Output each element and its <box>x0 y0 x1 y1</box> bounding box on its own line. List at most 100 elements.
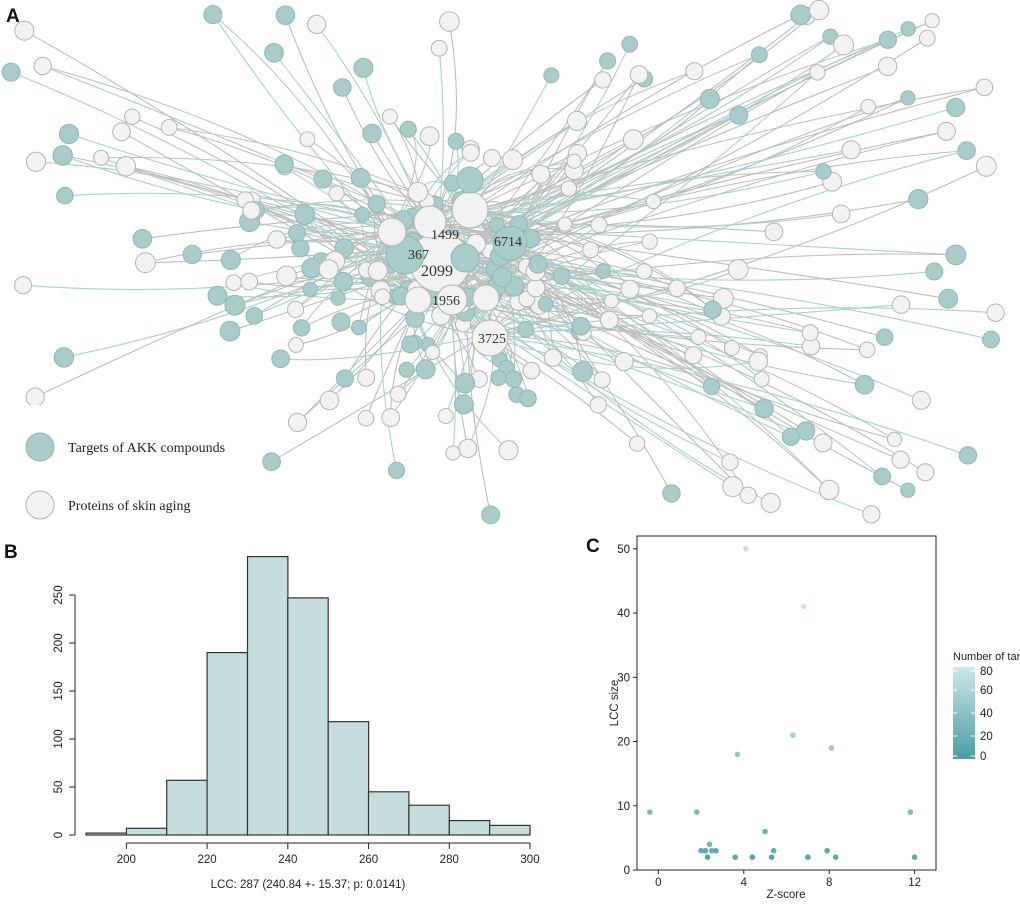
target-node <box>207 285 228 306</box>
scatter-point <box>702 847 709 854</box>
histogram-x-tick-label: 200 <box>117 854 136 866</box>
histogram-bar <box>327 721 370 836</box>
scatter-svg: C 0 4 8 12 0 10 20 30 40 50 Z-score LCC size Numb… <box>586 535 1020 901</box>
protein-node <box>381 108 398 125</box>
network-edge <box>271 334 486 463</box>
histogram-y-tick-label: 50 <box>53 781 65 794</box>
protein-node <box>407 181 429 203</box>
histogram-x-tick-label: 240 <box>278 854 297 866</box>
scatter-x-tick-label: 4 <box>741 877 748 889</box>
target-node <box>274 154 294 174</box>
network-edge <box>469 209 694 356</box>
color-legend-tick-label: 0 <box>980 751 986 763</box>
target-node <box>367 194 386 213</box>
target-node <box>875 328 894 347</box>
scatter-x-tick-label: 0 <box>655 877 661 889</box>
network-edge <box>484 288 631 336</box>
legend-protein-swatch <box>25 490 55 520</box>
protein-node <box>439 11 460 32</box>
target-node <box>815 163 832 180</box>
protein-node <box>891 450 910 469</box>
histogram-axes: 200 220 240 260 280 300 0 50 100 150 200 250 <box>53 585 540 866</box>
protein-node <box>862 505 881 524</box>
protein-node <box>419 126 440 147</box>
hub-node <box>450 243 480 273</box>
protein-node <box>841 140 861 160</box>
scatter-y-tick-label: 0 <box>624 865 630 877</box>
target-node <box>490 369 507 386</box>
scatter-point <box>762 828 768 835</box>
protein-node <box>685 62 704 81</box>
protein-node <box>668 279 686 298</box>
target-node <box>790 4 812 26</box>
protein-node <box>614 352 634 372</box>
protein-node <box>722 476 744 498</box>
network-edge <box>484 307 996 336</box>
scatter-point <box>770 847 777 854</box>
histogram-bar <box>166 779 208 836</box>
target-node <box>52 145 73 166</box>
histogram-x-tick-label: 300 <box>520 854 539 866</box>
protein-node <box>858 341 876 359</box>
target-node <box>291 239 310 258</box>
protein-node <box>590 216 608 234</box>
protein-node <box>645 193 662 210</box>
target-node <box>900 90 916 106</box>
protein-node <box>502 149 524 171</box>
protein-node <box>276 265 297 287</box>
hub-node <box>413 205 447 239</box>
protein-node <box>287 300 305 318</box>
protein-node <box>641 233 658 250</box>
protein-node <box>975 78 994 97</box>
protein-node <box>14 20 35 41</box>
scatter-point <box>907 809 914 815</box>
target-node <box>491 266 513 288</box>
protein-node <box>622 129 644 151</box>
target-node <box>900 21 916 37</box>
target-node <box>729 105 749 125</box>
network-edge <box>68 133 509 241</box>
scatter-y-tick-label: 30 <box>617 672 630 684</box>
histogram-bar <box>489 824 531 836</box>
target-node <box>275 5 296 26</box>
protein-node <box>543 348 563 367</box>
target-node <box>750 46 768 64</box>
protein-node <box>813 433 833 453</box>
histogram-y-tick-label: 200 <box>53 633 65 652</box>
scatter-points <box>647 546 918 860</box>
protein-node <box>160 119 178 136</box>
scatter-y-tick-label: 50 <box>617 544 630 556</box>
protein-node <box>833 34 855 56</box>
protein-node <box>629 435 646 452</box>
network-panel: 1499 6714 367 2099 1956 3725 Targets of … <box>0 0 1005 530</box>
network-edge <box>429 224 771 504</box>
target-node <box>878 30 898 49</box>
network-legend: Targets of AKK compounds Proteins of ski… <box>0 405 260 530</box>
network-edge <box>469 209 631 290</box>
target-node <box>938 288 959 309</box>
histogram-x-tick-label: 220 <box>197 854 216 866</box>
protein-node <box>299 131 316 148</box>
scatter-point <box>824 847 830 854</box>
hub-label-367: 367 <box>408 248 429 263</box>
target-node <box>453 394 474 415</box>
protein-node <box>33 56 52 76</box>
scatter-point <box>749 854 756 860</box>
protein-node <box>445 445 461 461</box>
scatter-xlabel: Z-score <box>767 889 806 901</box>
hub-label-1499: 1499 <box>431 228 459 243</box>
panel-letter-a: A <box>6 6 20 27</box>
network-edge <box>469 14 801 211</box>
target-node <box>454 373 476 394</box>
protein-node <box>629 65 649 84</box>
target-node <box>336 369 354 388</box>
protein-node <box>809 0 830 21</box>
protein-node <box>328 185 345 202</box>
target-node <box>388 461 406 479</box>
protein-node <box>723 339 740 356</box>
protein-node <box>604 293 619 309</box>
hub-label-1956: 1956 <box>432 294 460 309</box>
hub-node <box>472 284 500 312</box>
scatter-panel: C 0 4 8 12 0 10 20 30 40 50 Z-score LCC size Numb… <box>560 530 1020 903</box>
protein-node <box>641 308 658 324</box>
